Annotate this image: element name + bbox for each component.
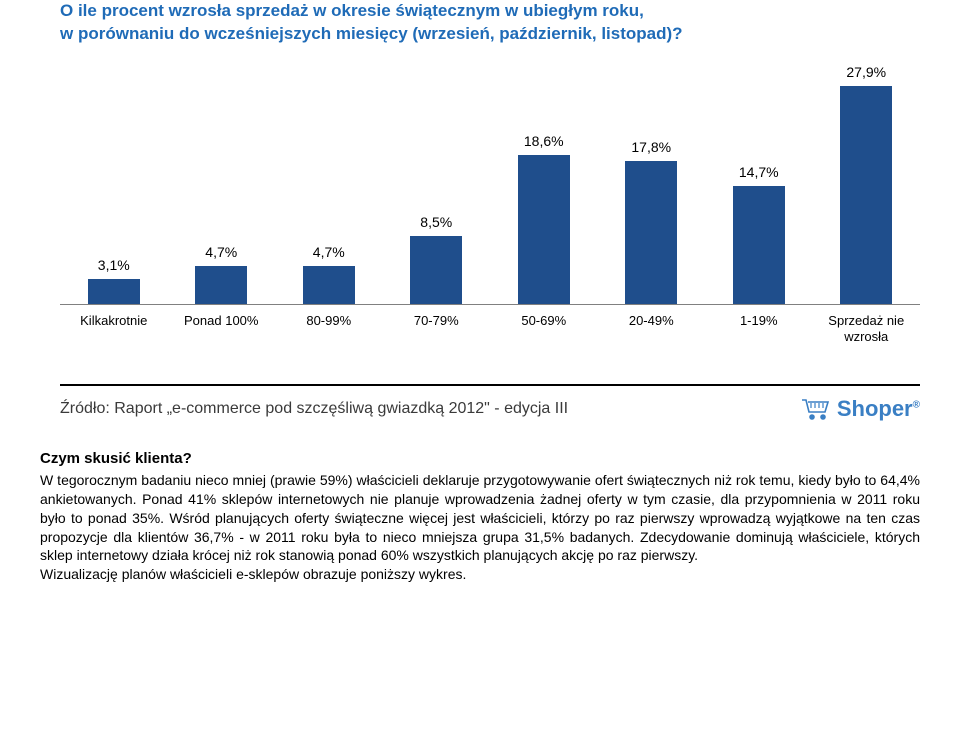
logo-registered: ®: [913, 400, 920, 411]
bar: [88, 279, 140, 304]
bar-value-label: 17,8%: [631, 139, 671, 155]
bar: [733, 186, 785, 304]
bar-value-label: 4,7%: [205, 244, 237, 260]
category-label: 50-69%: [490, 313, 598, 346]
source-text: Źródło: Raport „e-commerce pod szczęśliw…: [60, 400, 568, 418]
bars-row: 3,1% 4,7% 4,7% 8,5% 18,6% 17,8% 14,7% 27,9%: [60, 64, 920, 304]
article-body: Czym skusić klienta? W tegorocznym badan…: [0, 422, 960, 584]
shoper-logo: Shoper®: [801, 396, 920, 422]
source-row: Źródło: Raport „e-commerce pod szczęśliw…: [60, 384, 920, 422]
category-label: 80-99%: [275, 313, 383, 346]
bar-value-label: 18,6%: [524, 133, 564, 149]
bar-column: 17,8%: [598, 64, 706, 304]
article-heading: Czym skusić klienta?: [40, 450, 920, 467]
chart-plot: 3,1% 4,7% 4,7% 8,5% 18,6% 17,8% 14,7% 27,9% Kil…: [60, 64, 920, 344]
category-label: Ponad 100%: [168, 313, 276, 346]
article-paragraph2: Wizualizację planów właścicieli e-sklepó…: [40, 565, 920, 584]
bar-value-label: 27,9%: [846, 64, 886, 80]
chart-title: O ile procent wzrosła sprzedaż w okresie…: [60, 0, 920, 46]
bar: [840, 86, 892, 304]
bar-value-label: 14,7%: [739, 164, 779, 180]
bar-value-label: 8,5%: [420, 214, 452, 230]
bar-column: 3,1%: [60, 64, 168, 304]
category-label: 20-49%: [598, 313, 706, 346]
chart-title-line1: O ile procent wzrosła sprzedaż w okresie…: [60, 0, 920, 23]
bar: [195, 266, 247, 304]
bar-value-label: 4,7%: [313, 244, 345, 260]
category-row: KilkakrotniePonad 100%80-99%70-79%50-69%…: [60, 313, 920, 346]
category-label: Kilkakrotnie: [60, 313, 168, 346]
bar-column: 27,9%: [813, 64, 921, 304]
category-label: Sprzedaż nie wzrosła: [813, 313, 921, 346]
bar-column: 4,7%: [275, 64, 383, 304]
bar: [625, 161, 677, 303]
logo-text: Shoper®: [837, 396, 920, 422]
bar-column: 18,6%: [490, 64, 598, 304]
bar: [303, 266, 355, 304]
chart-title-line2: w porównaniu do wcześniejszych miesięcy …: [60, 23, 920, 46]
category-label: 1-19%: [705, 313, 813, 346]
bar: [410, 236, 462, 304]
bar: [518, 155, 570, 304]
bar-value-label: 3,1%: [98, 257, 130, 273]
category-label: 70-79%: [383, 313, 491, 346]
bar-column: 4,7%: [168, 64, 276, 304]
bar-column: 8,5%: [383, 64, 491, 304]
article-paragraph: W tegorocznym badaniu nieco mniej (prawi…: [40, 471, 920, 565]
bar-column: 14,7%: [705, 64, 813, 304]
cart-icon: [801, 397, 831, 421]
logo-name: Shoper: [837, 396, 913, 421]
chart-region: O ile procent wzrosła sprzedaż w okresie…: [0, 0, 960, 344]
x-axis-line: [60, 304, 920, 305]
